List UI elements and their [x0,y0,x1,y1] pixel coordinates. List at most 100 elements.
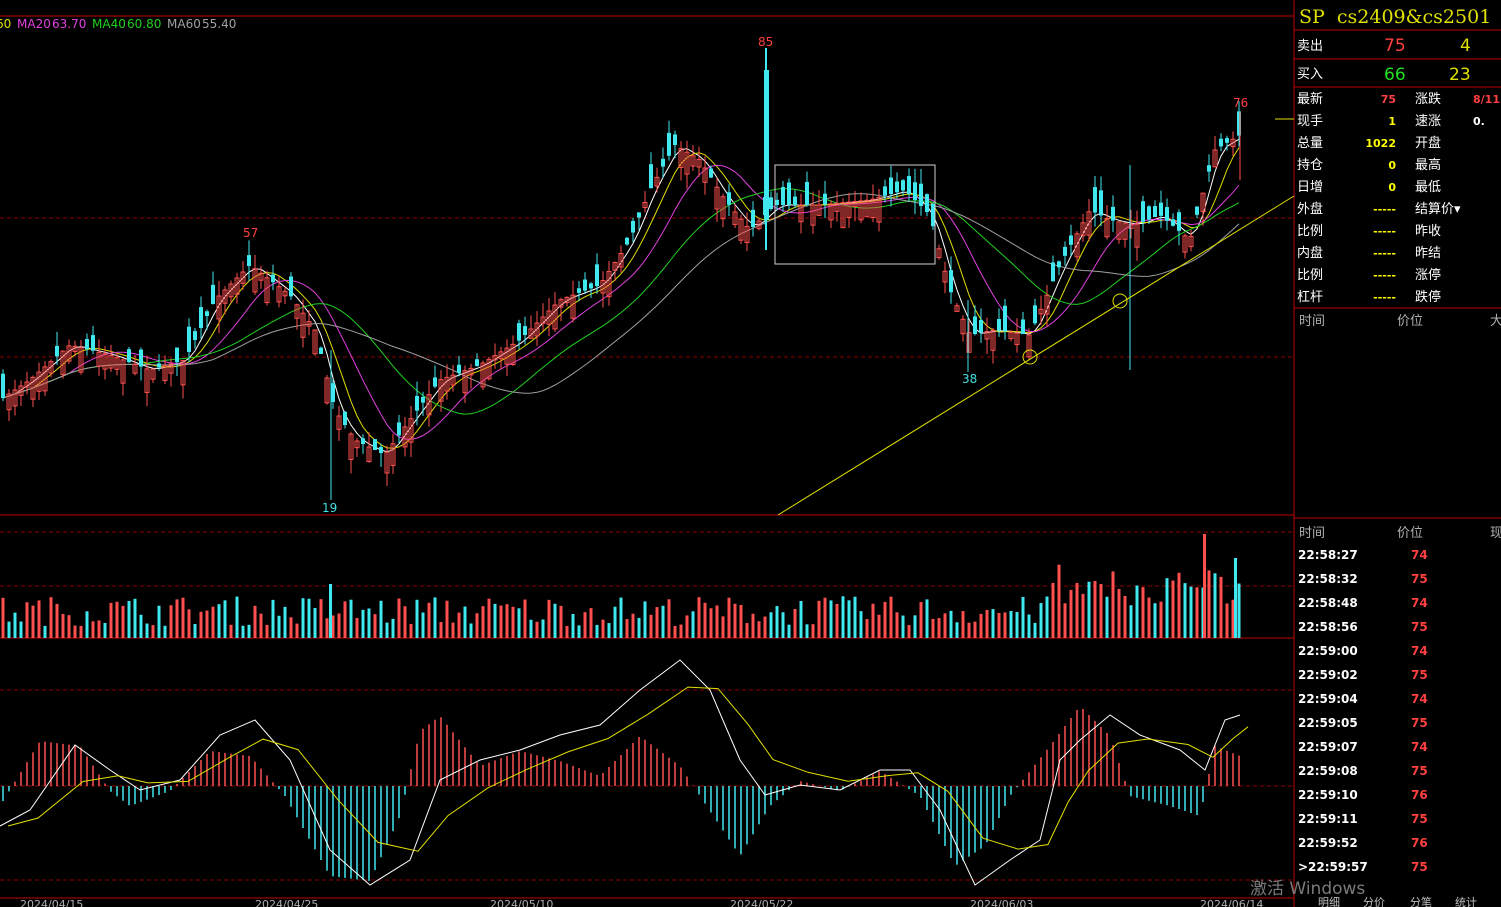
candle-body-up [234,277,240,295]
candle-body-up [438,379,444,402]
volume-bar [139,614,143,638]
volume-bar [961,611,965,638]
volume-bar [1207,570,1211,638]
volume-bar [313,607,317,638]
volume-bar [853,596,857,638]
volume-bar [103,622,107,638]
tab-trades[interactable]: 分笔 [1410,895,1432,907]
volume-bar [1033,622,1037,638]
candle-body-up [300,312,306,338]
volume-bar [463,606,467,638]
volume-bar [499,605,503,638]
volume-bar [271,599,275,638]
volume-bar [631,613,635,638]
candle-body-up [222,289,228,304]
legend-ma20-label: MA20 [17,17,51,31]
ticks-header-price: 价位 [1397,526,1423,541]
quote-value: 75 [1381,93,1396,106]
volume-bar [769,612,773,638]
candle-body-up [1026,334,1032,358]
candle-body-up [108,354,114,369]
candle-body-down [1195,206,1199,215]
volume-bar [883,601,887,638]
consolidation-box [774,164,936,265]
candle-body-down [1033,305,1037,324]
volume-bar [589,608,593,638]
candle-body-up [408,418,414,443]
candle-body-up [102,353,108,370]
candle-body-up [1182,235,1188,253]
volume-bar [241,625,245,638]
volume-bar [655,607,659,638]
volume-bar [223,600,227,638]
volume-bar [817,600,821,638]
volume-bar [1183,583,1187,638]
tick-time: 22:59:04 [1298,692,1358,706]
candle-body-up [216,295,222,320]
volume-bar [277,615,281,638]
candle-body-down [1051,262,1055,282]
volume-bar [37,600,41,638]
candle-body-down [1063,246,1067,256]
candle-body-down [787,182,791,205]
quote-label: 最低 [1415,180,1441,195]
tick-price: 74 [1411,644,1428,658]
tick-price: 74 [1411,596,1428,610]
volume-bar [31,605,35,638]
candle-body-down [1,373,5,398]
volume-bar [667,599,671,638]
trend-line [777,195,1295,516]
volume-bar [661,605,665,638]
candle-body-up [96,351,102,367]
volume-bar [373,614,377,638]
candle-body-up [480,362,486,388]
candle-body-up [6,393,12,411]
tab-detail[interactable]: 明细 [1318,896,1340,907]
candle-body-down [667,132,671,156]
tab-statistics[interactable]: 统计 [1455,896,1477,907]
candle-body-up [1212,149,1218,168]
volume-bar [877,614,881,638]
candle-body-down [901,180,905,191]
candle-body-down [211,284,215,304]
candle-body-up [66,345,72,362]
volume-bar [43,625,47,638]
volume-bar [211,606,215,638]
volume-bar [1117,589,1121,638]
quote-label: 日增 [1297,180,1323,195]
volume-bar [889,596,893,638]
volume-bar [301,598,305,638]
tick-time: 22:58:27 [1298,548,1358,562]
volume-bar [187,609,191,638]
tab-price-distribution[interactable]: 分价 [1363,896,1385,907]
volume-bar [385,622,389,638]
candle-body-up [942,270,948,283]
tick-price: 75 [1411,860,1428,874]
candle-body-down [433,377,437,387]
candle-body-down [91,335,95,351]
volume-bar [697,597,701,638]
candle-body-up [402,426,408,448]
quote-value: 1 [1388,115,1396,128]
candle-body-down [415,395,419,411]
macd-dif-line [0,659,1241,886]
candle-body-down [55,345,59,357]
tick-time: 22:59:05 [1298,716,1358,730]
quote-label: 昨结 [1415,246,1441,261]
quote-label: 昨收 [1415,224,1441,239]
volume-bar [181,597,185,638]
candle-body-up [546,310,552,325]
volume-bar [13,612,17,638]
volume-bar [937,618,941,638]
candle-body-up [240,271,246,284]
tick-price: 75 [1411,764,1428,778]
candle-body-down [949,270,953,293]
volume-bar [163,625,167,638]
tick-list: 22:58:27 74 22:58:32 75 22:58:48 74 22:58:56 75… [1298,548,1428,874]
candle-body-up [258,272,264,281]
candle-body-up [858,200,864,221]
quote-label: 比例 [1297,224,1323,239]
volume-bar [1099,584,1103,638]
peak-label-85: 85 [758,35,773,49]
volume-bar [157,605,161,638]
